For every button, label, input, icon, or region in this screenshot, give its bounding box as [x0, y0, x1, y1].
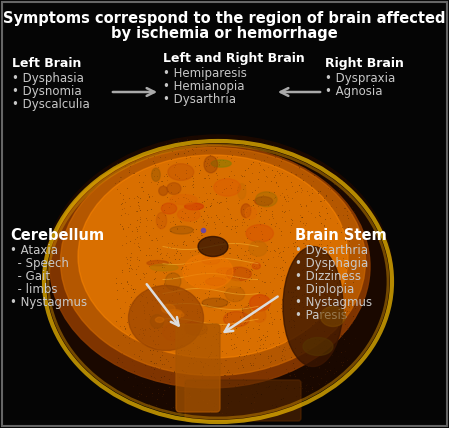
Ellipse shape: [198, 237, 228, 256]
Text: • Hemianopia: • Hemianopia: [163, 80, 245, 93]
Text: Symptoms correspond to the region of brain affected: Symptoms correspond to the region of bra…: [3, 11, 445, 26]
Text: • Dysarthria: • Dysarthria: [295, 244, 368, 257]
Text: • Diplopia: • Diplopia: [295, 283, 354, 296]
Ellipse shape: [170, 195, 197, 205]
Text: • Paresis: • Paresis: [295, 309, 347, 322]
Ellipse shape: [172, 312, 184, 318]
Ellipse shape: [238, 184, 246, 199]
Ellipse shape: [255, 192, 277, 207]
Text: • Dysphagia: • Dysphagia: [295, 257, 368, 270]
Text: • Dyspraxia: • Dyspraxia: [325, 72, 395, 85]
Ellipse shape: [183, 254, 233, 289]
Ellipse shape: [168, 163, 194, 180]
Text: • Dysphasia: • Dysphasia: [12, 72, 84, 85]
Ellipse shape: [150, 315, 163, 328]
Text: • Dyscalculia: • Dyscalculia: [12, 98, 90, 111]
Ellipse shape: [250, 295, 270, 311]
Ellipse shape: [162, 304, 175, 313]
Text: - limbs: - limbs: [10, 283, 57, 296]
Ellipse shape: [61, 148, 365, 375]
Ellipse shape: [253, 309, 266, 322]
Ellipse shape: [214, 179, 241, 196]
Text: • Dizziness: • Dizziness: [295, 270, 361, 283]
Ellipse shape: [161, 203, 177, 214]
Ellipse shape: [224, 312, 249, 327]
FancyBboxPatch shape: [185, 380, 301, 421]
Text: Right Brain: Right Brain: [325, 57, 404, 70]
Text: • Hemiparesis: • Hemiparesis: [163, 67, 247, 80]
Ellipse shape: [202, 257, 220, 265]
Ellipse shape: [177, 208, 200, 221]
Ellipse shape: [150, 264, 178, 271]
FancyBboxPatch shape: [176, 324, 220, 412]
Ellipse shape: [245, 207, 256, 219]
Ellipse shape: [246, 225, 273, 242]
Ellipse shape: [226, 267, 251, 281]
Ellipse shape: [206, 278, 227, 285]
Text: - Speech: - Speech: [10, 257, 69, 270]
Text: • Nystagmus: • Nystagmus: [10, 296, 87, 309]
Ellipse shape: [78, 155, 348, 358]
Ellipse shape: [155, 317, 164, 322]
Ellipse shape: [128, 285, 203, 351]
Text: • Dysnomia: • Dysnomia: [12, 85, 82, 98]
Ellipse shape: [167, 183, 181, 194]
Ellipse shape: [163, 324, 186, 341]
Ellipse shape: [159, 186, 167, 196]
Text: • Ataxia: • Ataxia: [10, 244, 58, 257]
Text: Cerebellum: Cerebellum: [10, 228, 104, 243]
Ellipse shape: [202, 298, 228, 307]
Ellipse shape: [241, 204, 251, 218]
Ellipse shape: [185, 203, 203, 210]
Ellipse shape: [249, 241, 267, 256]
Text: Left Brain: Left Brain: [12, 57, 81, 70]
Ellipse shape: [156, 212, 167, 229]
Ellipse shape: [255, 196, 273, 205]
Ellipse shape: [243, 307, 251, 318]
Text: Brain Stem: Brain Stem: [295, 228, 387, 243]
Ellipse shape: [303, 338, 333, 356]
Ellipse shape: [167, 309, 182, 315]
Ellipse shape: [152, 168, 160, 181]
Ellipse shape: [252, 263, 260, 269]
Text: • Nystagmus: • Nystagmus: [295, 296, 372, 309]
Ellipse shape: [50, 145, 370, 388]
Ellipse shape: [170, 226, 193, 234]
Text: Left and Right Brain: Left and Right Brain: [163, 52, 305, 65]
Ellipse shape: [185, 322, 199, 333]
Ellipse shape: [216, 268, 235, 274]
Ellipse shape: [225, 279, 241, 288]
Text: - Gait: - Gait: [10, 270, 50, 283]
Ellipse shape: [147, 261, 168, 266]
Ellipse shape: [204, 156, 218, 173]
Ellipse shape: [321, 306, 345, 327]
Ellipse shape: [43, 135, 393, 418]
Ellipse shape: [211, 160, 231, 167]
Ellipse shape: [283, 247, 343, 366]
Text: by ischemia or hemorrhage: by ischemia or hemorrhage: [110, 26, 337, 41]
Ellipse shape: [225, 287, 245, 302]
Ellipse shape: [185, 323, 207, 336]
Text: • Agnosia: • Agnosia: [325, 85, 383, 98]
Ellipse shape: [171, 311, 180, 320]
Text: • Dysarthria: • Dysarthria: [163, 93, 236, 106]
Ellipse shape: [242, 262, 264, 268]
Ellipse shape: [165, 273, 181, 290]
